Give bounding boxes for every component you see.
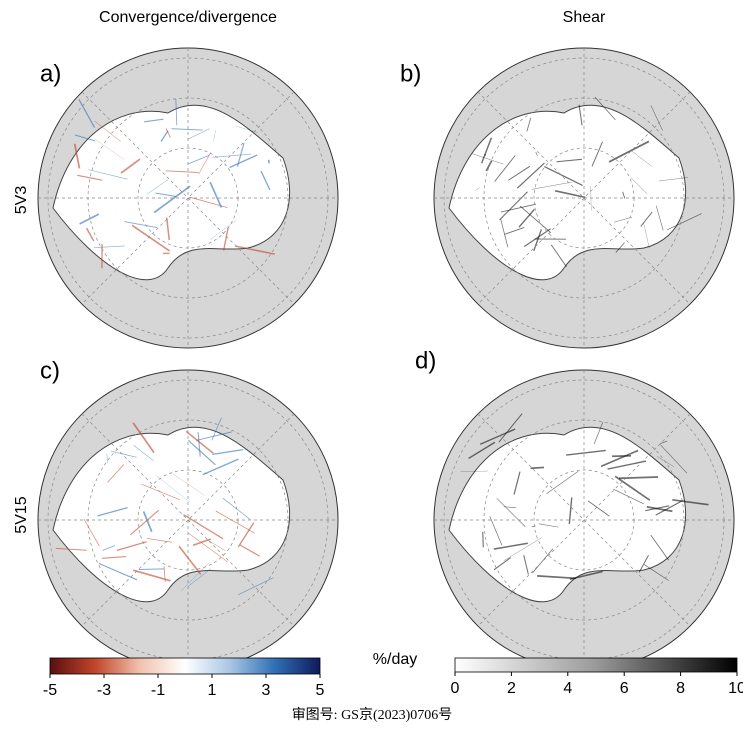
colorbar-tick-label: -1: [151, 682, 165, 699]
colorbar-tick-label: 5: [316, 682, 325, 699]
colorbar: [50, 658, 320, 674]
colorbar-tick-label: 0: [451, 680, 460, 697]
panel-label: b): [400, 60, 421, 87]
colorbar-tick-label: 3: [262, 682, 271, 699]
panel-label: c): [40, 357, 60, 384]
colorbar-label: %/day: [373, 651, 417, 668]
row-label: 5V15: [13, 496, 30, 533]
column-title: Shear: [563, 9, 606, 26]
panel-label: a): [40, 60, 61, 87]
colorbar-tick-label: 1: [208, 682, 217, 699]
polar-map: [38, 370, 338, 670]
footer: 审图号: GS京(2023)0706号: [292, 707, 453, 723]
colorbar: [455, 658, 737, 672]
colorbar-tick-label: 6: [620, 680, 629, 697]
colorbar-tick-label: -5: [43, 682, 57, 699]
column-title: Convergence/divergence: [99, 9, 277, 26]
colorbar-tick-label: -3: [97, 682, 111, 699]
colorbar-tick-label: 8: [676, 680, 685, 697]
colorbar-tick-label: 10: [728, 680, 743, 697]
polar-map: [38, 48, 338, 348]
colorbar-tick-label: 2: [507, 680, 516, 697]
polar-map: [434, 370, 734, 670]
row-label: 5V3: [13, 186, 30, 215]
panel-label: d): [415, 347, 436, 374]
polar-map: [434, 48, 734, 348]
colorbar-tick-label: 4: [563, 680, 572, 697]
